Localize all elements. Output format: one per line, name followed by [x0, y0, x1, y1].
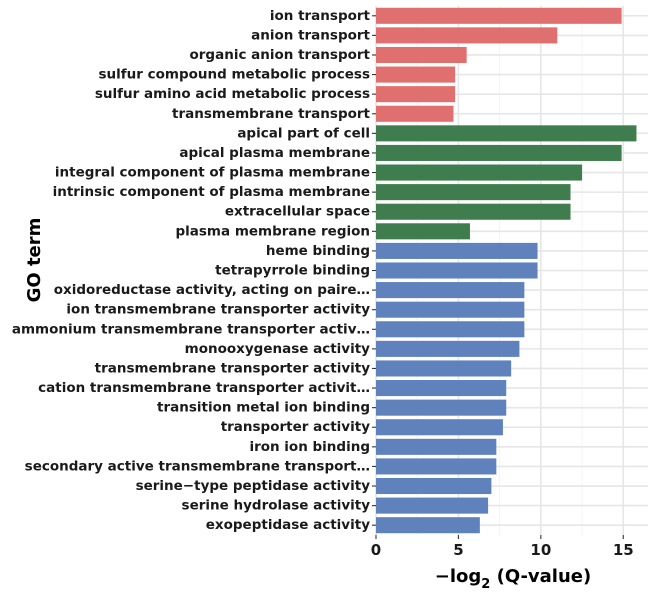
- y-tick-label: oxidoreductase activity, acting on paire…: [54, 282, 370, 298]
- x-tick-label: 15: [613, 541, 634, 559]
- x-axis-ticks: 0 5 10 15: [371, 535, 634, 559]
- y-tick-label: tetrapyrrole binding: [215, 263, 370, 279]
- y-tick-label: transmembrane transporter activity: [95, 360, 371, 376]
- x-tick-label: 10: [530, 541, 551, 559]
- y-tick-label: heme binding: [266, 243, 370, 259]
- bar: [376, 458, 497, 475]
- bar: [376, 282, 525, 299]
- y-tick-label: extracellular space: [225, 204, 370, 220]
- y-tick-label: monooxygenase activity: [185, 341, 371, 357]
- bar: [376, 125, 637, 142]
- bar: [376, 184, 571, 201]
- bar: [376, 380, 507, 397]
- bar: [376, 399, 507, 416]
- bar: [376, 105, 454, 122]
- bar: [376, 27, 558, 44]
- y-tick-label: serine hydrolase activity: [182, 498, 371, 514]
- bar: [376, 7, 622, 24]
- bar: [376, 340, 520, 357]
- bar: [376, 517, 480, 534]
- y-tick-label: cation transmembrane transporter activit…: [38, 380, 370, 396]
- bar: [376, 223, 470, 240]
- bar: [376, 360, 512, 377]
- bar: [376, 203, 571, 220]
- bars: [376, 7, 637, 534]
- y-tick-label: ion transport: [270, 8, 371, 24]
- y-tick-label: transition metal ion binding: [157, 400, 370, 416]
- y-axis-title: GO term: [24, 218, 45, 303]
- x-axis-title-subscript: 2: [481, 577, 490, 592]
- bar: [376, 477, 492, 495]
- y-tick-label: transmembrane transport: [172, 106, 371, 122]
- bar: [376, 419, 503, 436]
- bar: [376, 321, 525, 338]
- y-tick-label: apical part of cell: [237, 125, 370, 141]
- y-tick-label: apical plasma membrane: [179, 145, 370, 161]
- bar: [376, 46, 467, 64]
- x-axis-title-main: −log: [435, 566, 482, 587]
- bar: [376, 242, 538, 259]
- y-tick-label: secondary active transmembrane transport…: [25, 458, 370, 474]
- y-axis-ticks: ion transport anion transport organic anio…: [12, 8, 376, 533]
- y-tick-label: iron ion binding: [249, 439, 370, 455]
- bar: [376, 86, 456, 103]
- y-tick-label: intrinsic component of plasma membrane: [53, 184, 370, 200]
- bar: [376, 144, 622, 161]
- y-tick-label: integral component of plasma membrane: [55, 165, 370, 181]
- y-tick-label: exopeptidase activity: [206, 517, 370, 533]
- x-tick-label: 0: [371, 541, 381, 559]
- y-tick-label: ammonium transmembrane transporter activ…: [12, 321, 370, 337]
- bar: [376, 438, 497, 455]
- x-axis-title: −log2 (Q-value): [435, 566, 591, 592]
- y-tick-label: sulfur amino acid metabolic process: [95, 86, 370, 102]
- x-axis-title-rest: (Q-value): [490, 566, 591, 587]
- bar: [376, 66, 456, 83]
- y-tick-label: anion transport: [251, 27, 370, 43]
- x-tick-label: 5: [453, 541, 463, 559]
- y-tick-label: plasma membrane region: [176, 223, 371, 239]
- bar: [376, 164, 583, 181]
- bar: [376, 301, 525, 318]
- y-tick-label: organic anion transport: [190, 47, 371, 63]
- y-tick-label: sulfur compound metabolic process: [99, 67, 371, 83]
- y-tick-label: serine−type peptidase activity: [136, 478, 371, 494]
- bar: [376, 497, 489, 514]
- bar: [376, 262, 538, 279]
- y-tick-label: transporter activity: [221, 419, 371, 435]
- y-tick-label: ion transmembrane transporter activity: [66, 302, 370, 318]
